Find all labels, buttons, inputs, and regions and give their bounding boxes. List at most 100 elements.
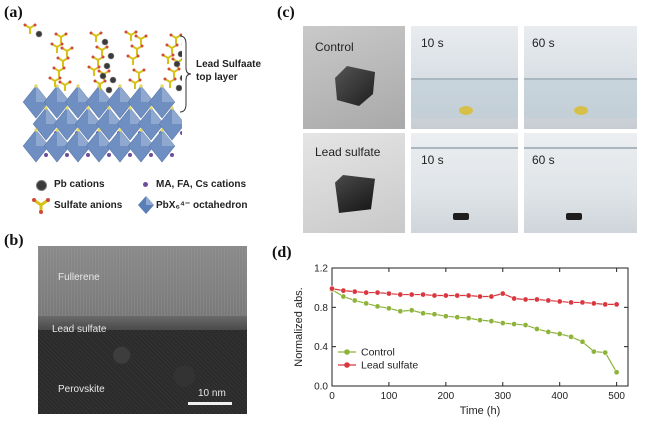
control-data-point: [602, 349, 609, 356]
control-10s-label: 10 s: [421, 36, 444, 50]
octahedron-face: [109, 108, 122, 124]
lead-sulfate-data-point: [613, 301, 620, 308]
beaker-rim: [411, 147, 518, 149]
halide-atom: [160, 84, 164, 88]
oxygen-atom: [33, 23, 37, 27]
lead-sulfate-data-point: [329, 285, 335, 292]
lead-sulfate-data-point: [579, 299, 586, 306]
ma-fa-cs-cation: [128, 153, 132, 157]
control-sample-photo: Control: [303, 26, 405, 129]
oxygen-atom: [173, 77, 177, 81]
octahedron-face: [78, 130, 91, 146]
panel-a-legend: Pb cations MA, FA, Cs cations Sulfate an…: [30, 178, 270, 222]
y-tick-label: 1.2: [314, 264, 328, 275]
oxygen-atom: [171, 57, 175, 61]
lead-sulfate-10s-label: 10 s: [421, 153, 444, 167]
control-data-point: [442, 313, 449, 320]
oxygen-atom: [130, 44, 134, 48]
control-data-point: [522, 322, 529, 328]
lead-sulfate-data-point: [374, 289, 381, 296]
oxygen-atom: [175, 43, 179, 47]
oxygen-atom: [171, 53, 175, 57]
lead-sulfate-data-point: [499, 290, 506, 297]
control-data-point: [408, 307, 415, 314]
ma-fa-cs-cation: [180, 131, 182, 135]
control-10s-photo: 10 s: [411, 26, 518, 129]
pb-cation-icon: [36, 180, 47, 191]
control-data-point: [340, 293, 347, 300]
lead-sulfate-60s-label: 60 s: [532, 153, 555, 167]
oxygen-atom: [169, 33, 173, 37]
oxygen-atom: [142, 68, 146, 72]
oxygen-atom: [58, 80, 62, 84]
halide-atom: [149, 106, 153, 110]
halide-atom: [76, 128, 80, 132]
lead-sulfate-data-point: [386, 290, 392, 297]
panel-d-label: (d): [272, 244, 292, 261]
octahedron-face: [57, 130, 70, 146]
halide-atom: [34, 128, 38, 132]
octahedron-face: [88, 108, 101, 124]
x-tick-label: 400: [551, 391, 568, 402]
control-data-point: [431, 311, 438, 318]
x-tick-label: 300: [494, 391, 511, 402]
oxygen-atom: [56, 56, 60, 60]
y-tick-label: 0.8: [314, 303, 328, 314]
control-data-point: [579, 338, 586, 345]
halide-atom: [97, 128, 101, 132]
lead-sulfate-data-point: [477, 293, 483, 300]
x-tick-label: 100: [381, 391, 398, 402]
lead-sulfate-data-point: [397, 291, 404, 298]
halide-atom: [34, 84, 38, 88]
oxygen-atom: [52, 66, 56, 70]
pb-cation: [101, 38, 109, 46]
control-data-point: [477, 317, 483, 323]
halide-atom: [55, 84, 59, 88]
halide-atom: [76, 84, 80, 88]
lead-sulfate-data-point: [590, 300, 597, 307]
oxygen-atom: [91, 55, 95, 59]
control-data-point: [590, 348, 597, 355]
ma-fa-cs-cation: [65, 153, 69, 157]
lead-sulfate-data-point: [465, 292, 472, 299]
scale-bar-label: 10 nm: [198, 388, 226, 399]
lead-sulfate-data-point: [522, 296, 529, 303]
absorbance-line-chart: 0 100 200 300 400 500 0.0 0.4 0.8 1.2 Time (h) Norm…: [293, 264, 629, 417]
top-layer-label-line1: Lead Sulfaate: [196, 59, 262, 70]
oxygen-atom: [136, 54, 140, 58]
x-tick-label: 200: [438, 391, 455, 402]
pb-cation: [99, 72, 107, 80]
oxygen-atom: [144, 34, 148, 38]
oxygen-atom: [97, 69, 101, 73]
lead-sulfate-data-point: [602, 301, 609, 308]
pb-cation: [107, 52, 115, 60]
oxygen-atom: [132, 68, 136, 72]
halide-atom: [65, 106, 69, 110]
x-axis-label: Time (h): [460, 405, 501, 417]
halide-atom: [139, 128, 143, 132]
pb-cation: [179, 74, 182, 82]
oxygen-atom: [103, 79, 107, 83]
control-data-point: [363, 300, 370, 307]
oxygen-atom: [48, 76, 52, 80]
pb-cation: [103, 62, 111, 70]
oxygen-atom: [54, 32, 58, 36]
pb-cation: [177, 50, 182, 58]
control-data-point: [386, 305, 392, 312]
plot-frame: [331, 267, 629, 387]
yellow-residue: [574, 106, 588, 115]
tem-image: Fullerene Lead sulfate Perovskite 10 nm: [38, 246, 247, 414]
lead-sulfate-60s-photo: 60 s: [524, 133, 637, 233]
lead-sulfate-crystal: [335, 175, 375, 213]
lead-sulfate-legend-marker: [344, 362, 350, 368]
halide-atom: [139, 84, 143, 88]
halide-atom: [44, 106, 48, 110]
control-60s-label: 60 s: [532, 36, 555, 50]
control-data-point: [374, 303, 381, 310]
ma-fa-cs-cation: [149, 153, 153, 157]
oxygen-atom: [138, 78, 142, 82]
octahedron-face: [78, 86, 91, 102]
fullerene-region: [38, 246, 247, 316]
halide-atom: [170, 106, 174, 110]
control-label: Control: [315, 40, 354, 54]
